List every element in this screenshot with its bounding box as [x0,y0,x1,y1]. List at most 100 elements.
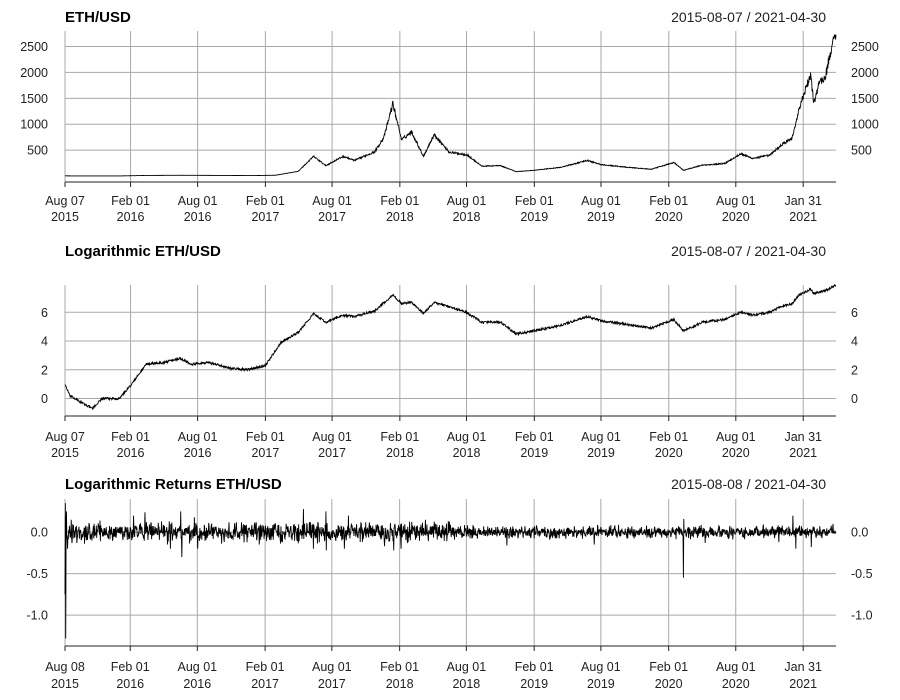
x-tick-label: Feb 01 [380,430,419,444]
series-line [65,34,837,177]
x-tick-label: 2019 [520,677,548,691]
y-tick-label-left: 0.0 [31,526,48,540]
y-tick-label-left: 1000 [20,118,48,132]
x-tick-label: 2020 [655,210,683,224]
x-tick-label: 2016 [117,446,145,460]
x-tick-label: 2015 [51,210,79,224]
x-tick-label: 2018 [386,210,414,224]
x-tick-label: 2021 [789,677,817,691]
x-tick-label: 2017 [251,677,279,691]
chart-title: ETH/USD [65,9,131,26]
x-tick-label: Aug 01 [581,194,621,208]
y-tick-label-left: 2500 [20,40,48,54]
x-tick-label: Aug 01 [312,430,352,444]
y-tick-label-right: 1500 [851,92,879,106]
x-tick-label: 2016 [183,677,211,691]
x-tick-label: Feb 01 [111,194,150,208]
x-tick-label: Feb 01 [111,430,150,444]
x-tick-label: Feb 01 [246,194,285,208]
x-tick-label: 2017 [318,677,346,691]
x-tick-label: Feb 01 [111,660,150,674]
x-tick-label: 2018 [452,677,480,691]
x-tick-label: Feb 01 [649,660,688,674]
x-tick-label: Feb 01 [380,660,419,674]
x-tick-label: 2017 [318,210,346,224]
date-range-label: 2015-08-07 / 2021-04-30 [671,9,826,25]
y-tick-label-left: 0 [41,392,48,406]
y-tick-label-left: -0.5 [26,567,48,581]
y-tick-label-left: 500 [27,144,48,158]
x-tick-label: 2019 [587,677,615,691]
x-tick-label: 2019 [587,210,615,224]
x-tick-label: 2019 [587,446,615,460]
x-tick-label: Feb 01 [515,194,554,208]
x-tick-label: Aug 01 [178,194,218,208]
x-tick-label: 2017 [318,446,346,460]
chart-title: Logarithmic Returns ETH/USD [65,476,282,493]
x-tick-label: Aug 01 [581,430,621,444]
x-tick-label: 2016 [184,446,212,460]
x-tick-label: Feb 01 [515,430,554,444]
x-tick-label: 2016 [184,210,212,224]
x-tick-label: Jan 31 [784,430,822,444]
y-tick-label-right: 500 [851,144,872,158]
x-tick-label: 2020 [722,677,750,691]
x-tick-label: 2018 [453,446,481,460]
x-tick-label: 2021 [789,210,817,224]
y-tick-label-right: 2000 [851,66,879,80]
y-tick-label-left: 2000 [20,66,48,80]
y-tick-label-right: 2 [851,363,858,377]
series-line [64,283,837,410]
x-tick-label: 2015 [51,677,79,691]
x-tick-label: Feb 01 [380,194,419,208]
x-tick-label: Aug 01 [447,194,487,208]
y-tick-label-right: 1000 [851,118,879,132]
x-tick-label: Feb 01 [649,194,688,208]
x-tick-label: Aug 01 [716,430,756,444]
y-tick-label-right: 2500 [851,40,879,54]
x-tick-label: Jan 31 [784,194,822,208]
date-range-label: 2015-08-07 / 2021-04-30 [671,243,826,259]
x-tick-label: 2019 [520,210,548,224]
x-tick-label: 2020 [655,677,683,691]
x-tick-label: 2020 [722,210,750,224]
y-tick-label-right: 0.0 [851,526,868,540]
x-tick-label: Aug 01 [312,194,352,208]
y-tick-label-left: -1.0 [26,609,48,623]
x-tick-label: Aug 01 [716,194,756,208]
x-tick-label: Aug 07 [45,430,85,444]
x-tick-label: Jan 31 [784,660,822,674]
x-tick-label: 2019 [520,446,548,460]
y-tick-label-right: 4 [851,335,858,349]
x-tick-label: 2018 [386,446,414,460]
y-tick-label-right: 6 [851,306,858,320]
x-tick-label: Aug 08 [45,660,85,674]
x-tick-label: 2017 [251,210,279,224]
x-tick-label: Aug 01 [447,430,487,444]
x-tick-label: Aug 01 [447,660,487,674]
y-tick-label-left: 4 [41,335,48,349]
x-tick-label: Aug 07 [45,194,85,208]
x-tick-label: 2020 [722,446,750,460]
y-tick-label-right: 0 [851,392,858,406]
x-tick-label: Feb 01 [649,430,688,444]
x-tick-label: Aug 01 [312,660,352,674]
series-line [64,503,837,639]
x-tick-label: Feb 01 [246,430,285,444]
x-tick-label: 2016 [117,210,145,224]
x-tick-label: Aug 01 [178,430,218,444]
x-tick-label: 2017 [251,446,279,460]
x-tick-label: 2021 [789,446,817,460]
x-tick-label: 2018 [386,677,414,691]
y-tick-label-left: 1500 [20,92,48,106]
x-tick-label: Aug 01 [716,660,756,674]
y-tick-label-right: -1.0 [851,609,873,623]
date-range-label: 2015-08-08 / 2021-04-30 [671,476,826,492]
x-tick-label: Feb 01 [515,660,554,674]
y-tick-label-right: -0.5 [851,567,873,581]
x-tick-label: Aug 01 [581,660,621,674]
x-tick-label: 2016 [116,677,144,691]
y-tick-label-left: 2 [41,363,48,377]
